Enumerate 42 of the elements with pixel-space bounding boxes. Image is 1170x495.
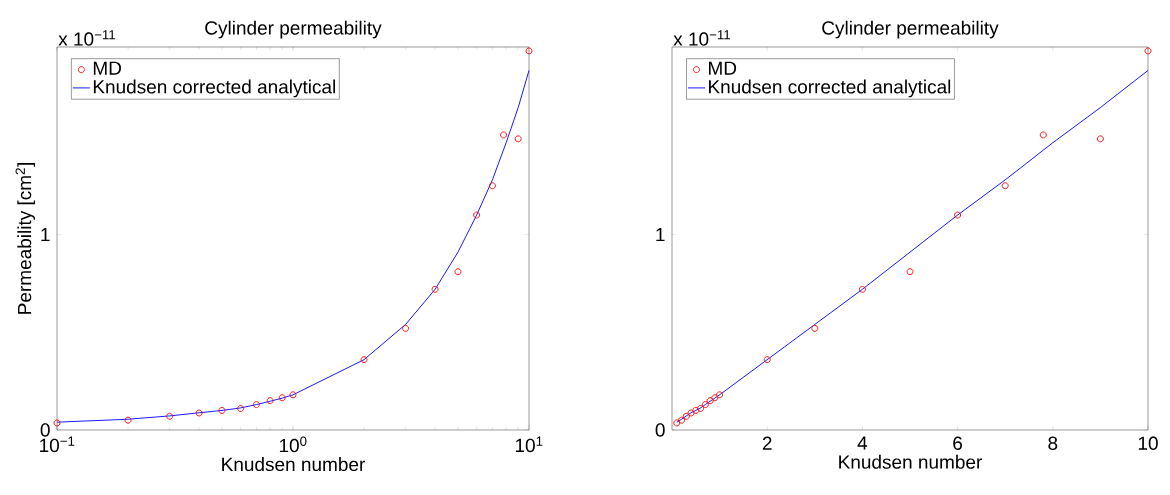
y-tick-label: 1	[41, 228, 50, 242]
y-axis-title: Permeability [cm$^{2}$]	[15, 163, 36, 314]
x-tick-label: 10$^{−1}$	[40, 436, 75, 453]
point	[954, 211, 962, 219]
x-tick-label: 2	[762, 436, 772, 450]
legend-label: MD	[93, 61, 121, 75]
point	[763, 356, 771, 364]
point	[716, 391, 724, 399]
point	[1039, 131, 1047, 139]
point	[811, 324, 819, 332]
point	[687, 409, 695, 417]
y-tick-label: 1	[656, 228, 665, 242]
x-tick-label: 4	[857, 436, 868, 450]
point	[1001, 182, 1009, 190]
point	[697, 405, 705, 412]
x-axis-title: Knudsen number	[222, 457, 365, 472]
legend-label: Knudsen corrected analytical	[709, 79, 951, 98]
chart-title: Cylinder permeability	[822, 20, 999, 39]
x-axis-title: Knudsen number	[839, 454, 982, 469]
x-tick-label: 6	[953, 436, 963, 450]
x-tick-label: 10$^{1}$	[515, 436, 543, 453]
point	[711, 394, 719, 402]
point	[678, 416, 685, 424]
point	[673, 419, 681, 427]
x-tick-label: 10$^{0}$	[279, 436, 307, 453]
legend-label: Knudsen corrected analytical	[93, 79, 335, 98]
y-tick-label: 0	[655, 423, 665, 437]
point	[692, 406, 700, 414]
point	[682, 412, 690, 420]
x-tick-label: 8	[1048, 436, 1058, 450]
x-tick-label: 10	[1138, 436, 1158, 450]
y-tick-label: 0	[40, 423, 50, 437]
point	[706, 397, 714, 405]
text: x 10$^{−11}$	[58, 30, 116, 46]
legend-label: MD	[709, 61, 737, 75]
point	[1144, 47, 1152, 55]
text: x 10$^{−11}$	[673, 30, 731, 46]
chart-title: Cylinder permeability	[205, 20, 382, 39]
point	[858, 285, 866, 293]
point	[1096, 135, 1104, 143]
point	[906, 268, 914, 276]
point	[701, 401, 709, 409]
